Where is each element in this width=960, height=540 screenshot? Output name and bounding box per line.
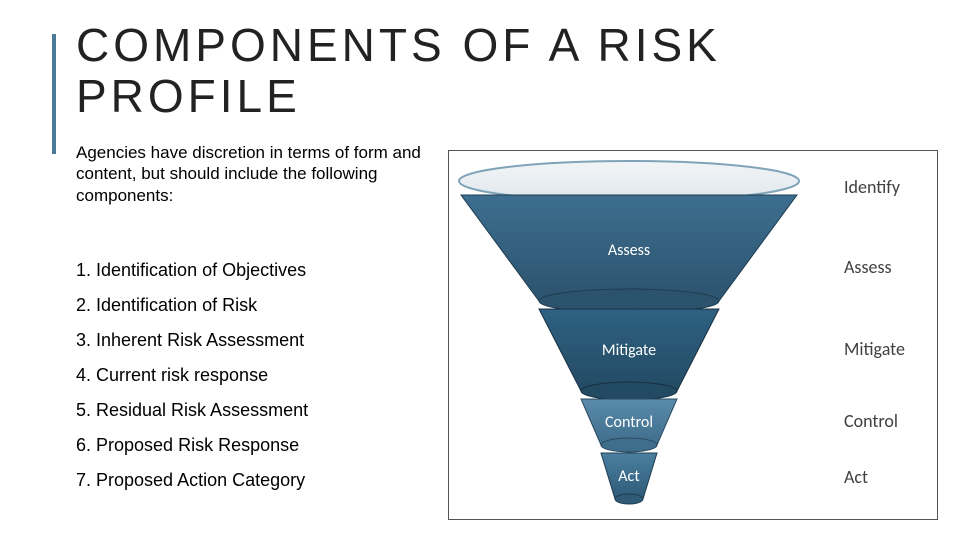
svg-text:Mitigate: Mitigate xyxy=(844,338,905,360)
list-item: 3. Inherent Risk Assessment xyxy=(76,330,308,351)
slide-title: COMPONENTS OF A RISK PROFILE xyxy=(76,20,960,121)
svg-text:Assess: Assess xyxy=(844,256,892,278)
title-accent-bar xyxy=(52,34,56,154)
list-item: 2. Identification of Risk xyxy=(76,295,308,316)
svg-text:Mitigate: Mitigate xyxy=(602,341,656,360)
svg-text:Control: Control xyxy=(605,413,653,432)
list-item: 4. Current risk response xyxy=(76,365,308,386)
slide: COMPONENTS OF A RISK PROFILE Agencies ha… xyxy=(0,0,960,540)
intro-text: Agencies have discretion in terms of for… xyxy=(76,142,436,206)
svg-text:Act: Act xyxy=(618,467,640,486)
funnel-diagram: Identify Assess Assess Mitigate Mitigate Cont… xyxy=(448,150,938,520)
svg-text:Act: Act xyxy=(844,466,868,488)
svg-text:Assess: Assess xyxy=(608,241,650,260)
svg-text:Identify: Identify xyxy=(844,176,901,198)
list-item: 5. Residual Risk Assessment xyxy=(76,400,308,421)
list-item: 6. Proposed Risk Response xyxy=(76,435,308,456)
title-block: COMPONENTS OF A RISK PROFILE xyxy=(52,20,960,154)
list-item: 1. Identification of Objectives xyxy=(76,260,308,281)
list-item: 7. Proposed Action Category xyxy=(76,470,308,491)
components-list: 1. Identification of Objectives 2. Ident… xyxy=(76,260,308,505)
svg-text:Control: Control xyxy=(844,410,898,432)
